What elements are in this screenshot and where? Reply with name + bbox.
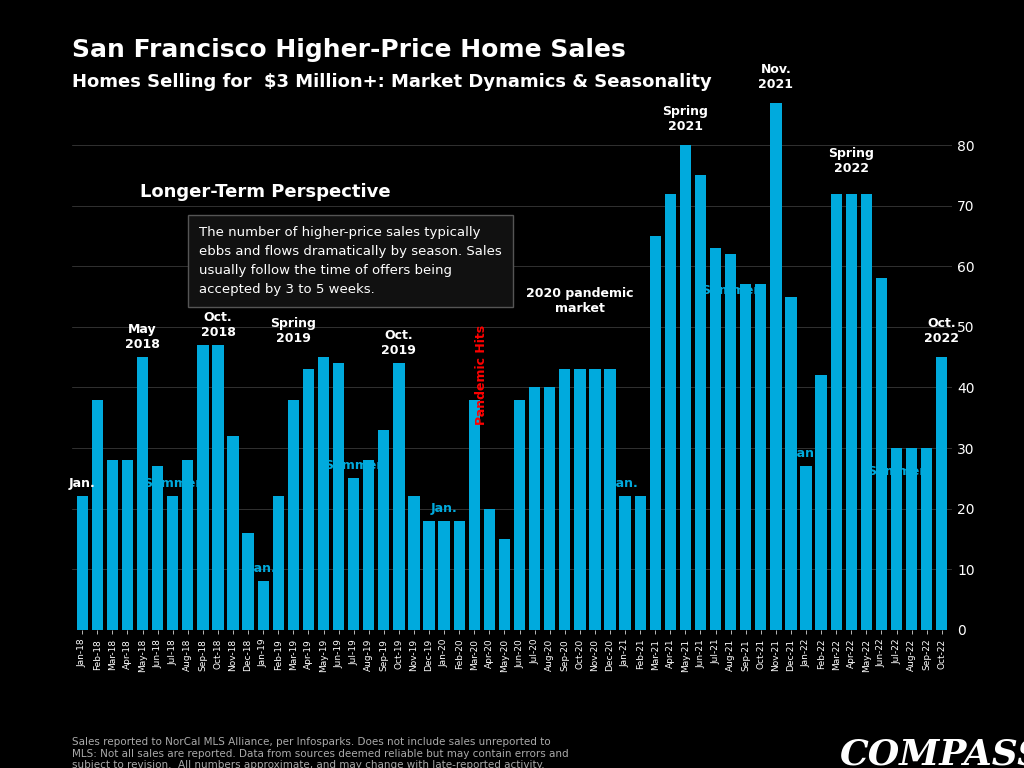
Bar [665,194,676,630]
Bar [122,460,133,630]
Text: Summer: Summer [701,283,760,296]
Text: Summer: Summer [867,465,926,478]
Bar [212,345,223,630]
Bar [483,508,495,630]
Bar [393,363,404,630]
Bar [152,466,163,630]
Bar [695,175,707,630]
Bar [755,284,767,630]
Bar [423,521,435,630]
Bar [680,145,691,630]
Bar [936,357,947,630]
Bar [876,278,887,630]
Text: Spring
2022: Spring 2022 [828,147,874,175]
Bar [303,369,314,630]
Bar [785,296,797,630]
Bar [604,369,615,630]
Bar [740,284,752,630]
Bar [333,363,344,630]
Text: The number of higher-price sales typically
ebbs and flows dramatically by season: The number of higher-price sales typical… [200,227,502,296]
Text: Summer: Summer [143,478,202,491]
Bar [620,496,631,630]
Bar [469,399,480,630]
Text: Spring
2019: Spring 2019 [270,317,316,345]
Bar [710,248,721,630]
Bar [635,496,646,630]
Bar [378,430,389,630]
Text: Oct.
2022: Oct. 2022 [925,317,959,345]
Text: Longer-Term Perspective: Longer-Term Perspective [140,183,391,200]
Bar [137,357,148,630]
Text: Spring
2021: Spring 2021 [663,105,709,133]
Bar [182,460,194,630]
Text: Jan.: Jan. [69,478,95,491]
Bar [77,496,88,630]
Bar [830,194,842,630]
Bar [589,369,601,630]
Text: Oct.
2019: Oct. 2019 [382,329,417,357]
Bar [891,448,902,630]
Bar [861,194,872,630]
Bar [499,539,510,630]
Bar [725,254,736,630]
Bar [559,369,570,630]
Bar [409,496,420,630]
Text: San Francisco Higher-Price Home Sales: San Francisco Higher-Price Home Sales [72,38,626,62]
Bar [317,357,329,630]
Bar [846,194,857,630]
Bar [272,496,284,630]
Bar [906,448,918,630]
Text: Oct.
2018: Oct. 2018 [201,311,236,339]
Bar [514,399,525,630]
Bar [167,496,178,630]
Text: Jan.: Jan. [793,447,819,460]
Bar [243,533,254,630]
Bar [227,436,239,630]
Bar [198,345,209,630]
Bar [649,236,660,630]
Text: Jan.: Jan. [611,478,639,491]
Bar [288,399,299,630]
Text: May
2018: May 2018 [125,323,160,351]
Bar [257,581,269,630]
Bar [544,387,555,630]
Text: Jan.: Jan. [431,502,458,515]
Bar [454,521,465,630]
Bar [106,460,118,630]
Bar [529,387,541,630]
Bar [348,478,359,630]
Bar [92,399,103,630]
Bar [364,460,375,630]
Text: Pandemic Hits: Pandemic Hits [475,325,488,425]
Bar [438,521,450,630]
Text: 2020 pandemic
market: 2020 pandemic market [526,286,634,315]
Text: Nov.
2021: Nov. 2021 [759,62,794,91]
Text: Homes Selling for  $3 Million+: Market Dynamics & Seasonality: Homes Selling for $3 Million+: Market Dy… [72,73,712,91]
Bar [815,376,826,630]
Text: Jan.: Jan. [250,562,276,575]
Bar [770,103,781,630]
Text: Sales reported to NorCal MLS Alliance, per Infosparks. Does not include sales un: Sales reported to NorCal MLS Alliance, p… [72,737,568,768]
Text: Summer: Summer [325,459,383,472]
Bar [801,466,812,630]
Bar [574,369,586,630]
Bar [921,448,932,630]
Text: COMPASS: COMPASS [840,737,1024,768]
